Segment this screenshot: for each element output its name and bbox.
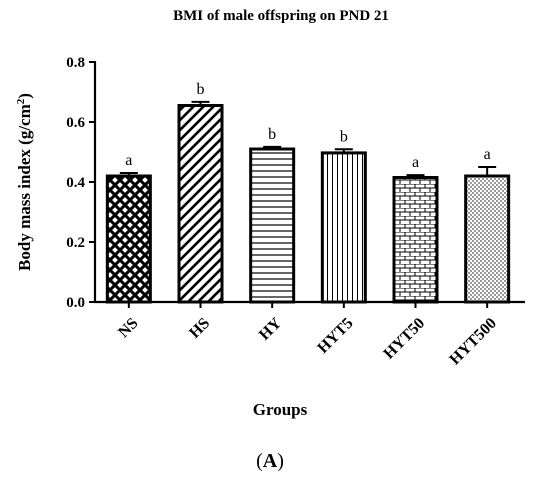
panel-label-close: )	[277, 450, 284, 472]
significance-label: a	[412, 154, 419, 171]
x-tick-label-group: HYT5	[314, 315, 356, 357]
y-axis-title-text: Body mass index (g/cm	[15, 104, 34, 271]
bar	[177, 104, 224, 304]
y-tick-label: 0.6	[66, 115, 85, 131]
significance-label: b	[340, 128, 348, 145]
significance-label: b	[197, 81, 205, 98]
x-tick-label-group: HYT50	[380, 315, 428, 363]
y-axis-title-superscript: 2	[15, 98, 27, 104]
bar	[320, 151, 367, 304]
x-tick-label: HY	[256, 314, 285, 343]
y-tick-label: 0.2	[66, 235, 85, 251]
axes: 0.0 0.2 0.4 0.6 0.8	[66, 55, 525, 311]
x-tick-label-group: NS	[115, 315, 142, 342]
bar	[464, 174, 511, 304]
chart-title: BMI of male offspring on PND 21	[173, 8, 389, 24]
x-axis-title: Groups	[253, 400, 308, 419]
y-axis-title: Body mass index (g/cm2)	[15, 93, 34, 271]
x-tick-label-group: HS	[186, 315, 213, 342]
x-tick-label: HYT50	[380, 315, 428, 363]
bars: a b b b a a	[105, 81, 511, 304]
x-tick-label: HYT500	[446, 315, 500, 369]
panel-label: (A)	[256, 450, 284, 472]
x-tick-label-group: HY	[256, 314, 285, 343]
y-axis-title-suffix: )	[15, 93, 34, 99]
bar	[105, 174, 152, 304]
bar	[249, 147, 296, 304]
x-tick-label: NS	[115, 315, 142, 342]
panel-label-open: (	[256, 450, 263, 472]
x-tick-labels: NS HS HY HYT5 HYT50 HYT500	[115, 314, 500, 368]
x-tick-label: HYT5	[314, 315, 356, 357]
y-tick-label: 0.0	[66, 295, 85, 311]
y-tick-label: 0.8	[66, 55, 85, 71]
x-tick-label-group: HYT500	[446, 315, 500, 369]
x-tick-label: HS	[186, 315, 213, 342]
bar	[392, 176, 439, 304]
svg-text:Body mass index (g/cm2): Body mass index (g/cm2)	[15, 93, 34, 271]
significance-label: a	[484, 146, 491, 163]
significance-label: a	[125, 152, 132, 169]
y-tick-label: 0.4	[66, 175, 85, 191]
significance-label: b	[268, 126, 276, 143]
panel-label-letter: A	[263, 450, 278, 472]
